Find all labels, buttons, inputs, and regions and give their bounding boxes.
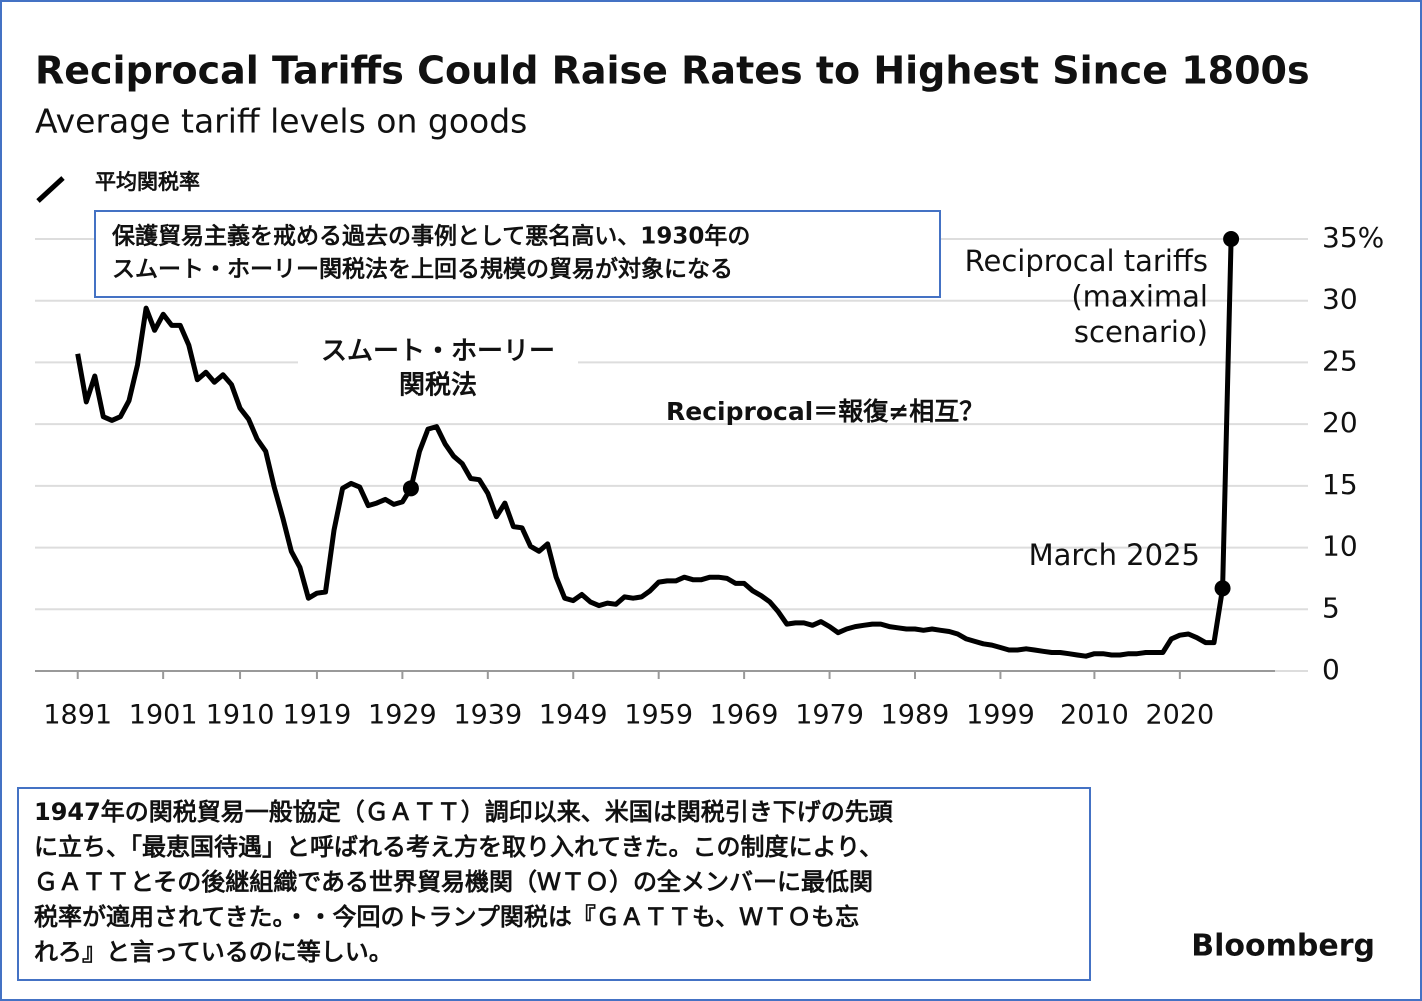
annotation: 関税法 — [399, 371, 477, 401]
source: Bloomberg — [1191, 929, 1375, 964]
y-tick-label: 15 — [1322, 468, 1358, 501]
legend-icon — [36, 176, 65, 203]
x-tick-label: 1989 — [881, 700, 950, 731]
note-text: ＧＡＴＴとその後継組織である世界貿易機関（ＷＴＯ）の全メンバーに最低関 — [34, 868, 873, 896]
series-line — [75, 238, 1234, 659]
chart-subtitle: Average tariff levels on goods — [35, 102, 527, 141]
x-tick-label: 1959 — [624, 700, 693, 731]
x-tick-label: 1929 — [368, 700, 437, 731]
note-box — [94, 210, 941, 298]
x-tick-label: 1919 — [283, 700, 352, 731]
note-text: スムート・ホーリー関税法を上回る規模の貿易が対象になる — [112, 256, 733, 283]
x-tick-label: 2010 — [1060, 700, 1129, 731]
y-tick-label: 30 — [1322, 283, 1358, 316]
annotation-bg — [298, 332, 578, 406]
y-tick-label: 20 — [1322, 406, 1358, 439]
point-marker — [1214, 580, 1231, 597]
chart-title: Reciprocal Tariffs Could Raise Rates to … — [35, 49, 1310, 93]
point-marker — [402, 480, 419, 497]
note-text: 保護貿易主義を戒める過去の事例として悪名高い、1930年の — [111, 223, 750, 250]
annotation: (maximal — [1071, 280, 1208, 314]
x-tick-label: 1979 — [795, 700, 864, 731]
x-tick-label: 1999 — [966, 700, 1035, 731]
x-tick-label: 1901 — [129, 700, 198, 731]
x-tick-label: 1939 — [453, 700, 522, 731]
x-tick-label: 1891 — [43, 700, 112, 731]
y-tick-label: 0 — [1322, 653, 1340, 686]
annotation: Reciprocal tariffs — [965, 244, 1208, 278]
note-box — [17, 787, 1091, 981]
x-tick-label: 2020 — [1145, 700, 1214, 731]
note-text: 税率が適用されてきた。・・今回のトランプ関税は『ＧＡＴＴも、ＷＴＯも忘 — [34, 903, 859, 931]
annotation: March 2025 — [1029, 538, 1200, 572]
legend-label: 平均関税率 — [95, 170, 200, 194]
x-tick-label: 1949 — [539, 700, 608, 731]
y-tick-label: 5 — [1322, 591, 1340, 624]
x-tick-label: 1969 — [710, 700, 779, 731]
note-text: れろ』と言っているのに等しい。 — [34, 938, 393, 966]
annotation: スムート・ホーリー — [321, 337, 555, 367]
y-tick-label: 25 — [1322, 344, 1358, 377]
note-text: 1947年の関税貿易一般協定（ＧＡＴＴ）調印以来、米国は関税引き下げの先頭 — [34, 798, 894, 826]
y-tick-label: 35% — [1322, 221, 1384, 254]
annotation: scenario) — [1074, 315, 1208, 349]
note-text: に立ち、「最恵国待遇」と呼ばれる考え方を取り入れてきた。この制度により、 — [34, 833, 883, 861]
point-marker — [1223, 231, 1240, 247]
annotation: Reciprocal＝報復≠相互？ — [666, 397, 984, 426]
x-tick-label: 1910 — [206, 700, 275, 731]
y-tick-label: 10 — [1322, 530, 1358, 563]
